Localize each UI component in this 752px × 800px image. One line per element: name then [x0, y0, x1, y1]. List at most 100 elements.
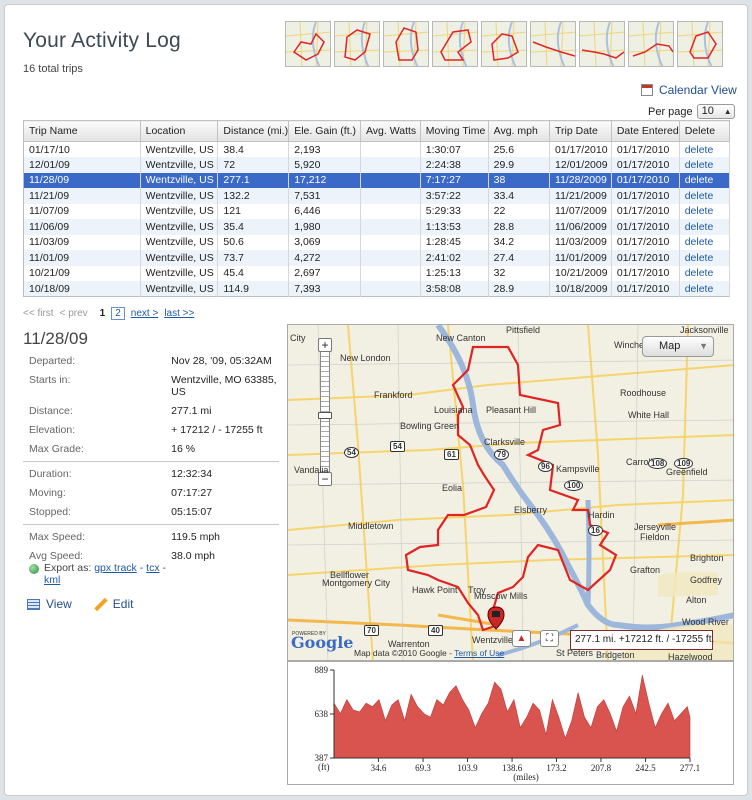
column-header[interactable]: Trip Name	[23, 120, 141, 142]
route-shield-icon: 70	[364, 625, 379, 636]
view-button[interactable]: View	[27, 597, 72, 611]
column-header[interactable]: Distance (mi.)	[217, 120, 290, 142]
map-place-label: New London	[340, 353, 391, 363]
table-cell: 01/17/2010	[611, 157, 680, 173]
route-thumbnail[interactable]	[481, 21, 527, 67]
table-cell: 4,272	[288, 250, 361, 266]
table-cell: 17,212	[288, 172, 361, 188]
detail-row-max-speed: Max Speed: 119.5 mph	[23, 524, 279, 546]
map-canvas[interactable]	[288, 325, 734, 661]
route-thumbnail[interactable]	[285, 21, 331, 67]
table-row[interactable]: 10/18/09 Wentzville, US 114.9 7,393 3:58:08 2…	[23, 281, 731, 297]
table-cell: 01/17/2010	[611, 265, 680, 281]
route-thumbnail[interactable]	[579, 21, 625, 67]
route-thumbnail[interactable]	[334, 21, 380, 67]
column-header[interactable]: Trip Date	[549, 120, 612, 142]
column-header[interactable]: Delete	[678, 120, 731, 142]
page-2-link[interactable]: 2	[111, 307, 125, 320]
route-thumbnail[interactable]	[530, 21, 576, 67]
elevation-chart: 889 638 387 (ft) 34.6 69.3 103.9 138.6 173.2 207.…	[287, 661, 734, 785]
per-page-select[interactable]: 10 ▲	[696, 104, 735, 119]
trip-actions: View Edit	[27, 597, 133, 611]
delete-link[interactable]: delete	[679, 172, 731, 188]
map-type-select[interactable]: Map ▼	[642, 336, 714, 357]
table-cell: 10/18/09	[23, 281, 141, 297]
trip-count: 16 total trips	[23, 63, 83, 75]
table-cell: 01/17/2010	[611, 281, 680, 297]
delete-link[interactable]: delete	[679, 141, 731, 157]
table-row[interactable]: 11/06/09 Wentzville, US 35.4 1,980 1:13:53 28…	[23, 219, 731, 235]
table-cell: 01/17/2010	[611, 250, 680, 266]
delete-link[interactable]: delete	[679, 157, 731, 173]
route-shield-icon: 54	[344, 447, 359, 458]
delete-link[interactable]: delete	[679, 188, 731, 204]
table-row[interactable]: 10/21/09 Wentzville, US 45.4 2,697 1:25:13 32…	[23, 265, 731, 281]
map-place-label: Jerseyville	[634, 522, 677, 532]
route-thumbnail[interactable]	[628, 21, 674, 67]
route-map[interactable]: + − City New Canton Pittsfield Jacksonville…	[287, 324, 734, 661]
fullscreen-button[interactable]: ⛶	[540, 630, 559, 647]
table-row[interactable]: 01/17/10 Wentzville, US 38.4 2,193 1:30:07 25…	[23, 141, 731, 157]
map-place-label: Pittsfield	[506, 325, 541, 335]
zoom-out-button[interactable]: −	[318, 472, 332, 486]
table-row[interactable]: 11/01/09 Wentzville, US 73.7 4,272 2:41:02 27…	[23, 250, 731, 266]
x-axis-label: (miles)	[513, 772, 539, 782]
route-thumbnail[interactable]	[677, 21, 723, 67]
route-shield-icon: 79	[494, 449, 509, 460]
per-page-control: Per page 10 ▲	[648, 104, 735, 119]
delete-link[interactable]: delete	[679, 250, 731, 266]
calendar-view-link[interactable]: Calendar View	[641, 83, 737, 97]
table-cell: 3,069	[288, 234, 361, 250]
route-shield-icon: 108	[648, 458, 668, 469]
table-cell: 114.9	[217, 281, 290, 297]
table-row[interactable]: 12/01/09 Wentzville, US 72 5,920 2:24:38 29.9…	[23, 157, 731, 173]
route-shield-icon: 61	[444, 449, 459, 460]
column-header[interactable]: Date Entered	[610, 120, 680, 142]
route-thumbnail[interactable]	[432, 21, 478, 67]
table-cell: 11/21/09	[23, 188, 141, 204]
zoom-slider[interactable]	[318, 352, 332, 472]
map-place-label: Greenfield	[666, 467, 708, 477]
table-cell	[360, 188, 421, 204]
delete-link[interactable]: delete	[679, 219, 731, 235]
table-row[interactable]: 11/28/09 Wentzville, US 277.1 17,212 7:17:27…	[23, 172, 731, 188]
delete-link[interactable]: delete	[679, 265, 731, 281]
map-place-label: Brighton	[690, 553, 724, 563]
export-kml-link[interactable]: kml	[44, 574, 61, 586]
map-zoom-control: + −	[318, 338, 332, 486]
table-cell: 10/18/2009	[549, 281, 612, 297]
first-page-link: << first	[23, 308, 54, 319]
column-header[interactable]: Location	[139, 120, 219, 142]
column-header[interactable]: Avg. mph	[487, 120, 551, 142]
column-header[interactable]: Ele. Gain (ft.)	[288, 120, 361, 142]
table-row[interactable]: 11/21/09 Wentzville, US 132.2 7,531 3:57:22 3…	[23, 188, 731, 204]
table-row[interactable]: 11/03/09 Wentzville, US 50.6 3,069 1:28:45 34…	[23, 234, 731, 250]
table-cell: 38	[488, 172, 551, 188]
edit-button[interactable]: Edit	[94, 597, 134, 611]
column-header[interactable]: Moving Time	[419, 120, 489, 142]
next-page-link[interactable]: next >	[130, 308, 159, 319]
table-cell: 132.2	[217, 188, 290, 204]
delete-link[interactable]: delete	[679, 234, 731, 250]
zoom-slider-handle[interactable]	[318, 412, 332, 419]
delete-link[interactable]: delete	[679, 281, 731, 297]
export-gpx-link[interactable]: gpx track	[94, 562, 137, 574]
map-place-label: Montgomery City	[322, 578, 391, 588]
zoom-in-button[interactable]: +	[318, 338, 332, 352]
y-axis-label: (ft)	[318, 762, 330, 772]
last-page-link[interactable]: last >>	[164, 308, 195, 319]
detail-row-stopped: Stopped: 05:15:07	[29, 506, 213, 518]
map-route-button[interactable]: ▲	[512, 630, 531, 647]
terms-of-use-link[interactable]: Terms of Use	[454, 648, 505, 658]
route-thumbnail[interactable]	[383, 21, 429, 67]
map-place-label: Eolia	[442, 483, 463, 493]
trip-detail-title: 11/28/09	[23, 329, 88, 348]
table-row[interactable]: 11/07/09 Wentzville, US 121 6,446 5:29:33 22 1…	[23, 203, 731, 219]
globe-icon	[29, 564, 39, 574]
column-header[interactable]: Avg. Watts	[359, 120, 421, 142]
export-tcx-link[interactable]: tcx	[146, 562, 160, 574]
table-cell: 2,697	[288, 265, 361, 281]
table-cell: 1:25:13	[420, 265, 489, 281]
y-tick-label: 638	[315, 709, 329, 719]
delete-link[interactable]: delete	[679, 203, 731, 219]
